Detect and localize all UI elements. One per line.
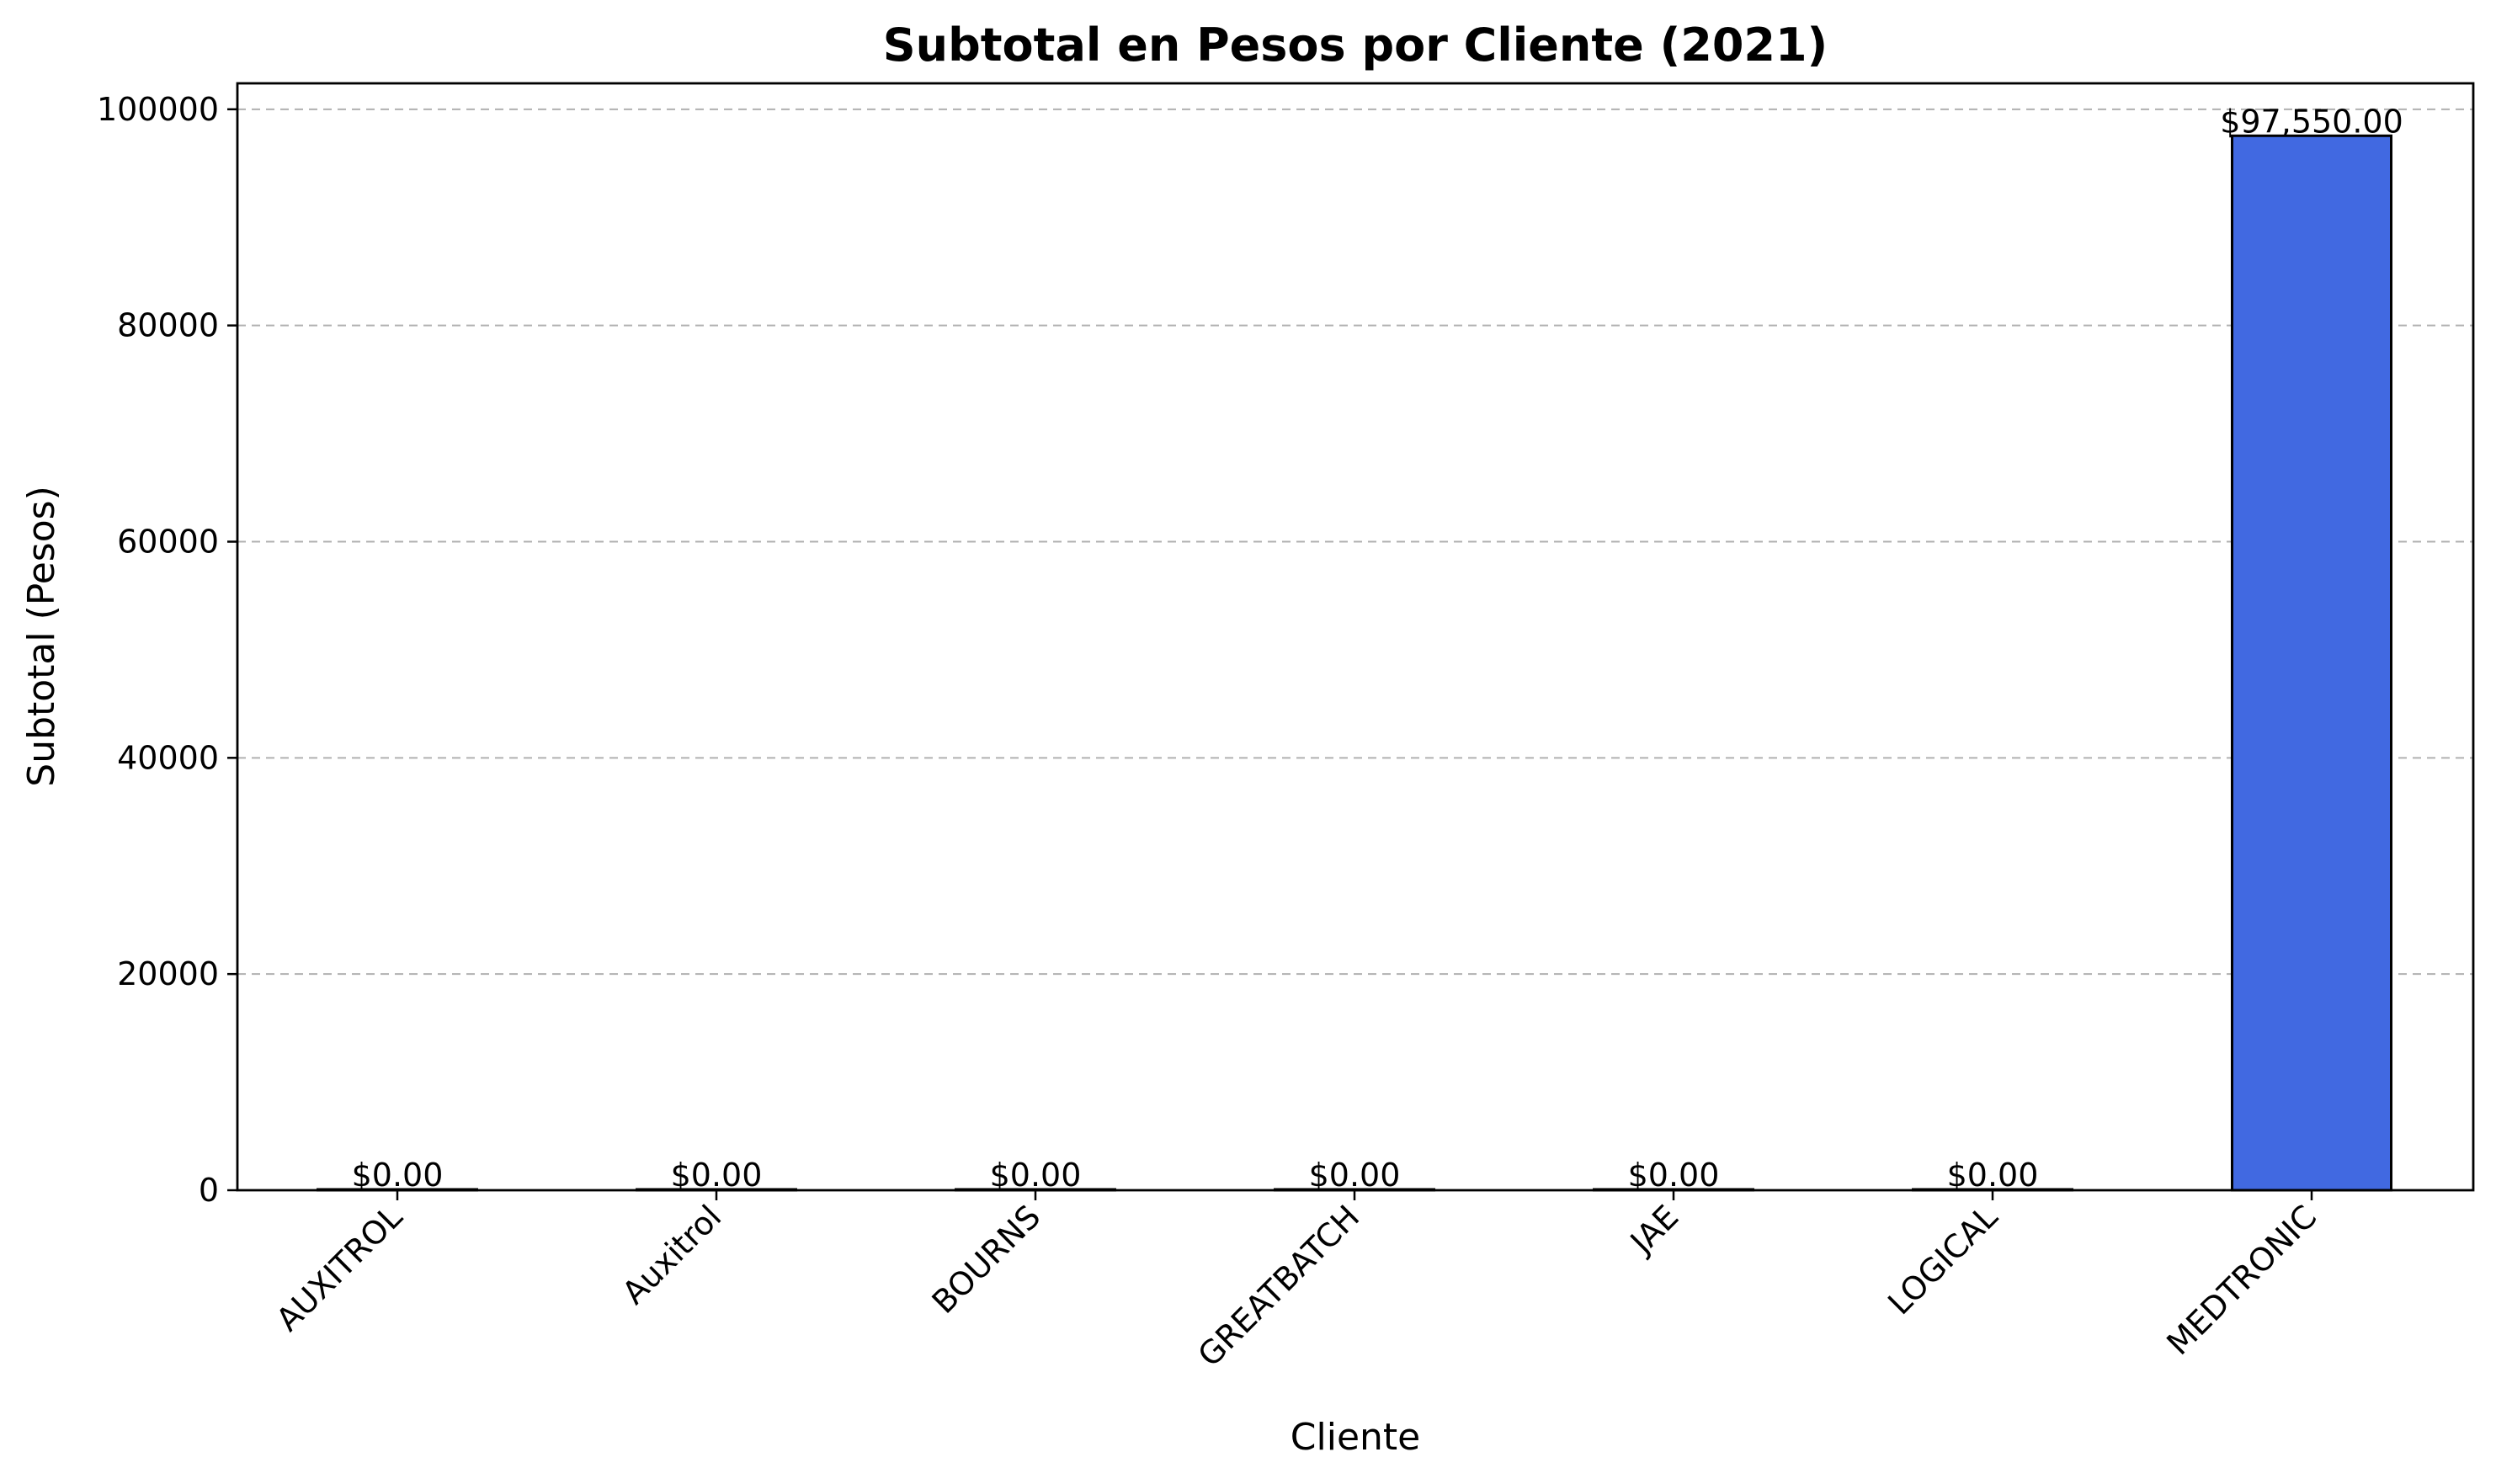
y-tick-label: 80000 [117, 307, 219, 344]
x-axis-label: Cliente [1291, 1416, 1420, 1459]
bar-value-label: $0.00 [671, 1157, 763, 1194]
y-tick-label: 100000 [97, 91, 219, 128]
y-tick-label: 0 [199, 1172, 219, 1209]
bar-value-label: $0.00 [990, 1157, 1082, 1194]
x-tick-label: MEDTRONIC [2159, 1198, 2323, 1362]
bar-value-label: $97,550.00 [2220, 103, 2403, 140]
bar-value-label: $0.00 [1628, 1157, 1720, 1194]
y-axis-label: Subtotal (Pesos) [20, 486, 63, 786]
y-tick-label: 20000 [117, 955, 219, 992]
bar-value-label: $0.00 [1947, 1157, 2039, 1194]
y-tick-label: 60000 [117, 523, 219, 560]
bar [2231, 134, 2392, 1192]
x-tick-label: AUXITROL [269, 1198, 410, 1338]
x-axis-ticks: AUXITROL Auxitrol BOURNS GREATBATCH JAE LOGIC… [269, 1190, 2323, 1374]
y-tick-label: 40000 [117, 739, 219, 776]
bar-value-label: $0.00 [1309, 1157, 1401, 1194]
x-tick-label: GREATBATCH [1191, 1198, 1367, 1374]
y-axis-ticks: 0 20000 40000 60000 80000 100000 [97, 91, 237, 1209]
bars [317, 134, 2392, 1192]
plot-frame [236, 82, 2475, 1192]
x-tick-label: Auxitrol [615, 1198, 729, 1311]
bar-value-label: $0.00 [352, 1157, 444, 1194]
chart-title: Subtotal en Pesos por Cliente (2021) [883, 19, 1828, 72]
y-gridlines [237, 108, 2473, 1191]
data-labels: $0.00 $0.00 $0.00 $0.00 $0.00 $0.00 $97,550.00 [352, 103, 2403, 1194]
x-tick-label: LOGICAL [1881, 1198, 2004, 1322]
x-tick-label: JAE [1622, 1198, 1685, 1261]
x-tick-label: BOURNS [925, 1198, 1048, 1321]
